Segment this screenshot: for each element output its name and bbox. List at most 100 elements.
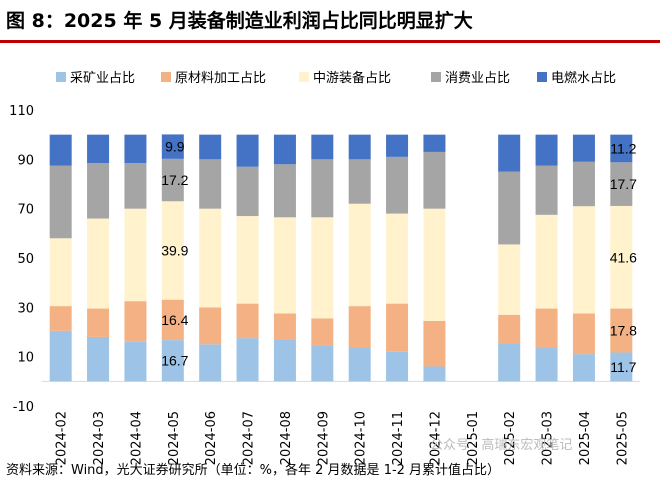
- bar-segment-2024-06-5: [199, 134, 222, 160]
- bar-segment-2024-07-1: [236, 338, 259, 382]
- x-tick-label: 2025-03: [541, 411, 556, 465]
- data-label-2025-05-2: 17.8: [610, 323, 637, 339]
- bar-segment-2024-07-5: [236, 134, 259, 167]
- bar-segment-2025-05-1: [610, 352, 633, 382]
- bar-segment-2024-03-1: [87, 336, 110, 382]
- x-tick-label: 2025-02: [503, 411, 518, 465]
- legend-label-4: 消费业占比: [445, 71, 510, 86]
- bar-segment-2025-04-1: [572, 354, 595, 382]
- bar-segment-2025-02-4: [498, 171, 521, 245]
- title-bar: 图 8：2025 年 5 月装备制造业利润占比同比明显扩大: [0, 0, 660, 43]
- bar-segment-2024-06-1: [199, 344, 222, 382]
- bar-segment-2024-05-4: [161, 158, 184, 202]
- y-tick-label: 90: [17, 153, 34, 168]
- x-tick-label: 2024-12: [428, 411, 443, 465]
- bar-segment-2025-02-3: [498, 244, 521, 315]
- bar-segment-2024-08-1: [273, 339, 296, 382]
- bar-segment-2025-04-3: [572, 206, 595, 314]
- bar-segment-2025-02-1: [498, 343, 521, 382]
- data-label-2024-05-5: 9.9: [165, 139, 185, 155]
- x-tick-label: 2024-07: [242, 411, 257, 465]
- bar-segment-2025-05-5: [610, 134, 633, 163]
- data-label-2024-05-1: 16.7: [161, 353, 188, 369]
- x-tick-label: 2024-03: [92, 411, 107, 465]
- bar-segment-2024-09-2: [311, 318, 334, 346]
- y-tick-label: -10: [13, 400, 34, 415]
- bar-segment-2024-03-3: [87, 218, 110, 309]
- bar-segment-2025-02-5: [498, 134, 521, 172]
- bar-segment-2024-07-2: [236, 303, 259, 339]
- y-tick-label: 110: [9, 104, 34, 119]
- bar-segment-2024-04-5: [124, 134, 147, 164]
- legend-swatch-3: [299, 72, 309, 82]
- bar-segment-2025-03-4: [535, 165, 558, 215]
- bar-segment-2025-05-3: [610, 205, 633, 309]
- bar-segment-2024-10-4: [348, 159, 371, 204]
- bar-segment-2024-08-2: [273, 313, 296, 340]
- y-tick-label: 30: [17, 301, 34, 316]
- bar-segment-2024-02-4: [49, 165, 72, 239]
- bar-segment-2024-09-1: [311, 345, 334, 382]
- data-label-2024-05-2: 16.4: [161, 312, 188, 328]
- data-label-2025-05-1: 11.7: [610, 359, 636, 375]
- x-tick-label: 2024-05: [167, 411, 182, 465]
- bar-segment-2025-03-5: [535, 134, 558, 166]
- bar-segment-2025-05-4: [610, 162, 633, 206]
- bar-segment-2024-04-3: [124, 208, 147, 302]
- legend-label-2: 原材料加工占比: [175, 71, 266, 86]
- bar-segment-2024-10-5: [348, 134, 371, 160]
- y-tick-label: 50: [17, 252, 34, 267]
- data-label-2025-05-5: 11.2: [610, 140, 636, 156]
- x-tick-label: 2024-02: [55, 411, 70, 465]
- bar-segment-2025-03-3: [535, 214, 558, 309]
- legend-swatch-4: [431, 72, 441, 82]
- bar-segment-2024-09-4: [311, 159, 334, 218]
- x-tick-label: 2024-04: [129, 411, 144, 465]
- bar-segment-2024-11-3: [386, 213, 409, 304]
- bar-segment-2025-05-2: [610, 308, 633, 353]
- bar-segment-2024-12-2: [423, 320, 446, 367]
- bar-segment-2024-03-5: [87, 134, 110, 164]
- bar-segment-2024-05-5: [161, 134, 184, 159]
- bar-segment-2024-03-2: [87, 308, 110, 337]
- bar-segment-2024-10-3: [348, 203, 371, 307]
- bar-segment-2024-09-3: [311, 217, 334, 319]
- bar-segment-2025-03-2: [535, 308, 558, 349]
- x-tick-label: 2024-06: [204, 411, 219, 465]
- data-label-2024-05-4: 17.2: [161, 172, 188, 188]
- bar-segment-2025-04-4: [572, 161, 595, 207]
- bar-segment-2024-11-5: [386, 134, 409, 157]
- bar-segment-2024-07-4: [236, 166, 259, 217]
- y-tick-label: 70: [17, 203, 34, 218]
- bar-segment-2024-12-4: [423, 151, 446, 209]
- bar-segment-2024-02-5: [49, 134, 72, 166]
- bar-segment-2025-03-1: [535, 348, 558, 382]
- bar-segment-2024-04-2: [124, 301, 147, 342]
- bar-segment-2024-11-1: [386, 351, 409, 382]
- bar-segment-2024-12-1: [423, 366, 446, 382]
- bar-segment-2024-09-5: [311, 134, 334, 160]
- chart-title: 图 8：2025 年 5 月装备制造业利润占比同比明显扩大: [6, 10, 473, 32]
- bar-segment-2024-11-4: [386, 156, 409, 214]
- legend-label-3: 中游装备占比: [313, 70, 391, 86]
- bar-segment-2024-05-2: [161, 299, 184, 341]
- x-tick-label: 2025-01: [466, 411, 481, 465]
- y-tick-label: 10: [17, 351, 34, 366]
- legend-swatch-5: [537, 72, 547, 82]
- x-tick-label: 2024-09: [316, 411, 331, 465]
- bar-segment-2024-02-1: [49, 330, 72, 382]
- data-label-2025-05-4: 17.7: [610, 176, 637, 192]
- bar-segment-2024-11-2: [386, 303, 409, 352]
- x-tick-label: 2024-11: [391, 411, 406, 465]
- bar-segment-2024-10-1: [348, 348, 371, 382]
- bar-segment-2024-03-4: [87, 163, 110, 219]
- bar-segment-2024-08-5: [273, 134, 296, 165]
- bar-segment-2024-04-4: [124, 163, 147, 209]
- bar-segment-2024-12-3: [423, 208, 446, 321]
- x-tick-label: 2025-05: [615, 411, 630, 465]
- legend-swatch-2: [161, 72, 171, 82]
- source-note: 资料来源：Wind，光大证券研究所（单位：%，各年 2 月数据是 1-2 月累计…: [6, 463, 501, 478]
- bar-segment-2024-02-3: [49, 238, 72, 307]
- bar-segment-2025-04-5: [572, 134, 595, 162]
